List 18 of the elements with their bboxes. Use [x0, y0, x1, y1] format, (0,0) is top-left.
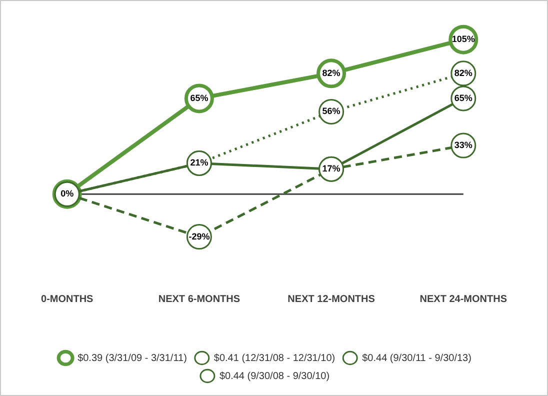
- data-label: 21%: [190, 158, 208, 168]
- x-tick-label: NEXT 24-MONTHS: [420, 294, 508, 305]
- legend-label: $0.41 (12/31/08 - 12/31/10): [214, 352, 336, 364]
- data-label: 33%: [454, 140, 472, 150]
- data-label: 56%: [322, 106, 340, 116]
- data-label: -29%: [188, 231, 210, 242]
- data-label: 0%: [60, 188, 74, 199]
- legend-label: $0.44 (9/30/08 - 9/30/10): [219, 370, 330, 382]
- data-label: 65%: [454, 92, 472, 103]
- x-tick-label: NEXT 6-MONTHS: [158, 294, 240, 305]
- legend-label: $0.39 (3/31/09 - 3/31/11): [78, 352, 187, 364]
- data-label: 65%: [190, 92, 208, 103]
- x-tick-label: 0-MONTHS: [40, 294, 94, 305]
- x-tick-label: NEXT 12-MONTHS: [288, 294, 376, 305]
- data-label: 82%: [322, 68, 340, 78]
- data-label: 17%: [322, 164, 340, 174]
- data-label: 82%: [454, 68, 472, 78]
- legend-label: $0.44 (9/30/11 - 9/30/13): [362, 352, 472, 364]
